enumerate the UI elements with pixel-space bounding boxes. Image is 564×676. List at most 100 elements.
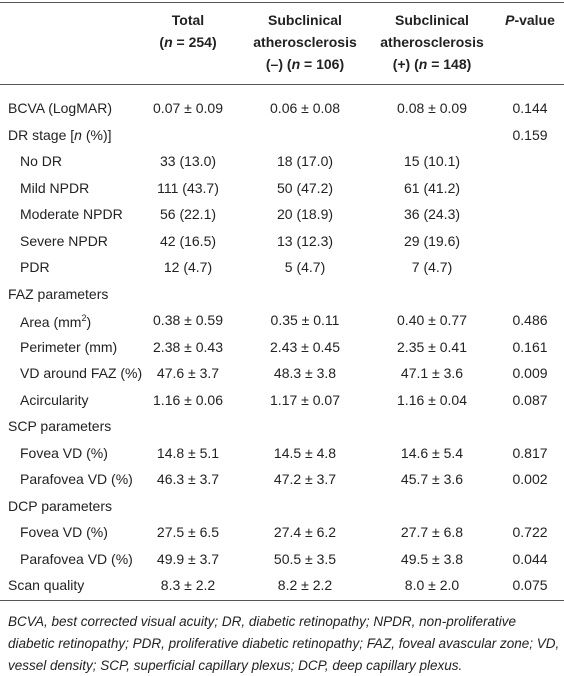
cell: 49.5 ± 3.8 (400, 550, 464, 567)
header-cell: atherosclerosis (380, 33, 484, 51)
row-label: Perimeter (mm) (20, 338, 117, 356)
cell: 33 (13.0) (159, 153, 217, 169)
text-part: DR stage [ (8, 126, 75, 143)
cell: 0.817 (512, 444, 548, 461)
top-rule (0, 2, 564, 3)
cell: 27.4 ± 6.2 (273, 524, 337, 540)
cell: 0.044 (512, 550, 548, 567)
text-part: Total (171, 12, 205, 28)
cell: 49.9 ± 3.7 (156, 550, 220, 567)
cell: 8.3 ± 2.2 (160, 577, 216, 593)
italic-part: n (74, 126, 82, 143)
cell: 14.5 ± 4.8 (273, 444, 337, 461)
cell: 0.075 (512, 577, 548, 593)
row-label: Area (mm2) (20, 309, 91, 331)
cell: 61 (41.2) (403, 179, 461, 196)
text-part: Parafovea VD (%) (20, 550, 133, 567)
cell: 2.38 ± 0.43 (153, 338, 223, 355)
italic-part: n (291, 56, 301, 72)
cell: 111 (43.7) (157, 179, 219, 196)
text-part: (%)] (81, 126, 112, 143)
cell: 29 (19.6) (403, 232, 461, 249)
cell: 7 (4.7) (411, 259, 453, 275)
cell: 0.161 (512, 338, 548, 355)
row-label: PDR (20, 258, 50, 276)
row-label: Acircularity (20, 391, 88, 409)
row-label: DCP parameters (8, 497, 112, 515)
text-part: Parafovea VD (%) (20, 471, 133, 487)
row-label: DR stage [n (%)] (8, 126, 112, 144)
cell: 14.6 ± 5.4 (400, 444, 464, 461)
header-cell: (n = 254) (159, 33, 216, 51)
cell: 18 (17.0) (276, 153, 334, 169)
cell: 50 (47.2) (276, 179, 334, 196)
row-label: Severe NPDR (20, 232, 108, 250)
text-part: Fovea VD (%) (20, 524, 108, 540)
text-part: SCP parameters (8, 418, 112, 434)
text-part: Severe NPDR (20, 232, 108, 249)
row-label: Fovea VD (%) (20, 523, 108, 541)
text-part: Area (mm (20, 313, 82, 330)
cell: 0.486 (512, 312, 548, 328)
text-part: Subclinical (395, 12, 469, 28)
header-cell: Total (172, 11, 204, 29)
cell: 48.3 ± 3.8 (273, 365, 337, 381)
cell: 47.2 ± 3.7 (273, 471, 337, 487)
cell: 2.43 ± 0.45 (270, 338, 340, 355)
row-label: Mild NPDR (20, 179, 89, 197)
cell: 0.38 ± 0.59 (153, 312, 223, 328)
cell: 0.40 ± 0.77 (397, 312, 467, 328)
cell: 36 (24.3) (403, 206, 461, 222)
cell: 0.002 (512, 471, 548, 487)
text-part: ) (86, 313, 92, 330)
cell: 42 (16.5) (159, 232, 217, 249)
cell: 15 (10.1) (403, 153, 461, 169)
italic-part: n (418, 56, 428, 72)
text-part: Fovea VD (%) (20, 444, 108, 461)
header-cell: Subclinical (395, 11, 469, 29)
row-label: Fovea VD (%) (20, 444, 108, 462)
cell: 46.3 ± 3.7 (156, 471, 220, 487)
cell: 0.07 ± 0.09 (153, 100, 223, 116)
cell: 20 (18.9) (276, 206, 334, 222)
cell: 14.8 ± 5.1 (156, 444, 220, 461)
bottom-rule (0, 600, 564, 601)
cell: 1.17 ± 0.07 (270, 391, 340, 408)
header-rule (0, 84, 564, 85)
row-label: Moderate NPDR (20, 205, 123, 223)
text-part: No DR (20, 153, 63, 169)
cell: 1.16 ± 0.04 (397, 391, 467, 408)
cell: 27.7 ± 6.8 (400, 524, 464, 540)
cell: 27.5 ± 6.5 (156, 524, 220, 540)
row-label: VD around FAZ (%) (20, 364, 142, 382)
row-label: Parafovea VD (%) (20, 470, 133, 488)
cell: 5 (4.7) (284, 259, 326, 275)
row-label: Scan quality (8, 576, 84, 594)
text-part: PDR (20, 259, 50, 275)
text-part: (–) ( (265, 56, 292, 72)
cell: 45.7 ± 3.6 (400, 471, 464, 487)
cell: 12 (4.7) (163, 259, 213, 275)
text-part: Subclinical (268, 12, 342, 28)
italic-part: n (164, 34, 173, 50)
text-part: = 106) (300, 56, 345, 72)
cell: 0.722 (512, 524, 548, 540)
cell: 8.2 ± 2.2 (277, 577, 333, 593)
cell: 0.08 ± 0.09 (397, 100, 467, 116)
text-part: (+) ( (392, 56, 419, 72)
footnote: BCVA, best corrected visual acuity; DR, … (8, 614, 560, 673)
cell: 0.159 (512, 126, 548, 143)
row-label: Parafovea VD (%) (20, 550, 133, 568)
text-part: -value (514, 12, 555, 28)
text-part: VD around FAZ (%) (20, 365, 143, 381)
row-label: SCP parameters (8, 417, 111, 435)
header-cell: Subclinical (268, 11, 342, 29)
text-part: Mild NPDR (20, 179, 90, 196)
text-part: DCP parameters (8, 497, 113, 514)
cell: 47.1 ± 3.6 (400, 365, 464, 381)
header-cell: (–) (n = 106) (266, 55, 344, 73)
text-part: atherosclerosis (253, 34, 357, 50)
text-part: Perimeter (mm) (20, 338, 118, 355)
text-part: Scan quality (8, 577, 85, 593)
